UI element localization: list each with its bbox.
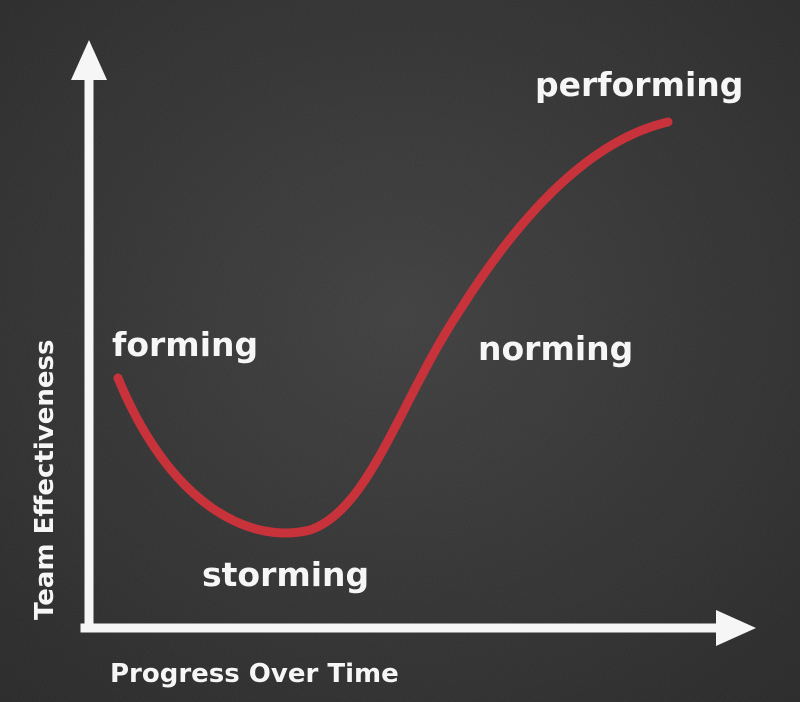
effectiveness-curve <box>113 117 673 538</box>
x-axis-title: Progress Over Time <box>110 659 399 689</box>
stage-label-norming: norming <box>478 329 633 368</box>
stage-label-storming: storming <box>202 555 369 594</box>
stage-label-performing: performing <box>535 65 743 104</box>
stage-label-forming: forming <box>112 325 258 364</box>
y-axis-arrowhead <box>71 40 107 80</box>
y-axis-title: Team Effectiveness <box>30 340 60 621</box>
x-axis-arrowhead <box>716 610 756 646</box>
